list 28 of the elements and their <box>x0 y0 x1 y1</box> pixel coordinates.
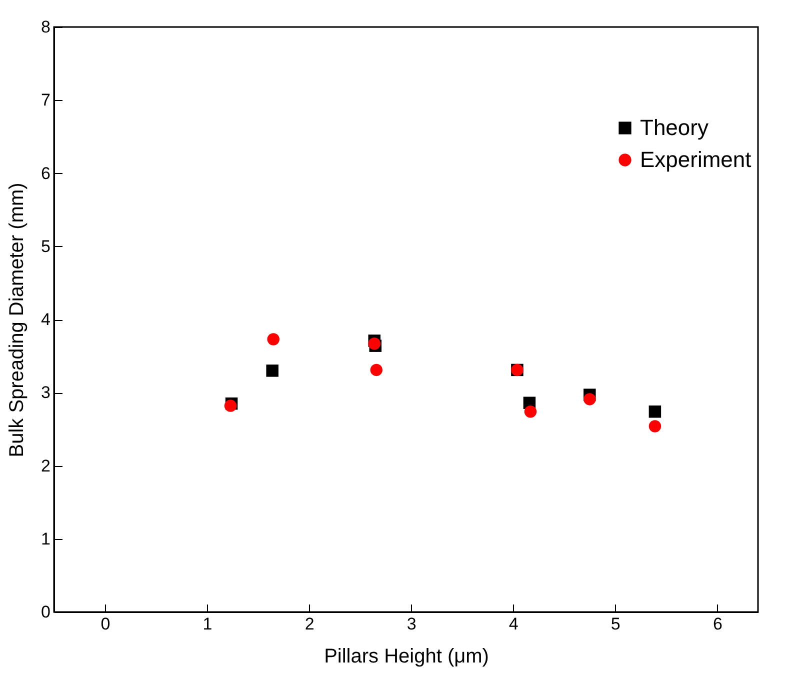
y-tick-label: 4 <box>41 310 50 329</box>
point <box>266 364 278 377</box>
point <box>267 333 280 346</box>
x-tick-label: 2 <box>304 614 314 634</box>
point <box>524 406 537 418</box>
point <box>370 364 383 376</box>
y-tick-label: 8 <box>41 18 50 36</box>
y-tick-label: 6 <box>41 164 50 183</box>
x-tick-label: 1 <box>202 614 212 634</box>
x-tick-label: 6 <box>712 614 722 634</box>
x-tick-label: 3 <box>406 614 416 634</box>
y-tick-label: 5 <box>41 236 50 256</box>
y-tick-label: 0 <box>41 602 50 622</box>
x-tick-label: 5 <box>610 614 620 634</box>
point <box>224 400 237 412</box>
point <box>584 393 596 406</box>
x-tick-label: 4 <box>508 614 518 634</box>
point <box>648 406 662 418</box>
y-tick-label: 1 <box>41 529 50 548</box>
y-tick-label: 3 <box>41 383 50 402</box>
legend-label: Experiment <box>640 147 752 172</box>
x-tick-label: 0 <box>100 614 110 634</box>
point <box>648 420 662 432</box>
y-axis-title: Bulk Spreading Diameter (mm) <box>6 182 28 458</box>
legend-label: Theory <box>640 115 708 140</box>
x-axis-title: Pillars Height (μm) <box>324 646 489 668</box>
y-tick-label: 7 <box>41 90 50 110</box>
y-tick-label: 2 <box>41 456 50 476</box>
